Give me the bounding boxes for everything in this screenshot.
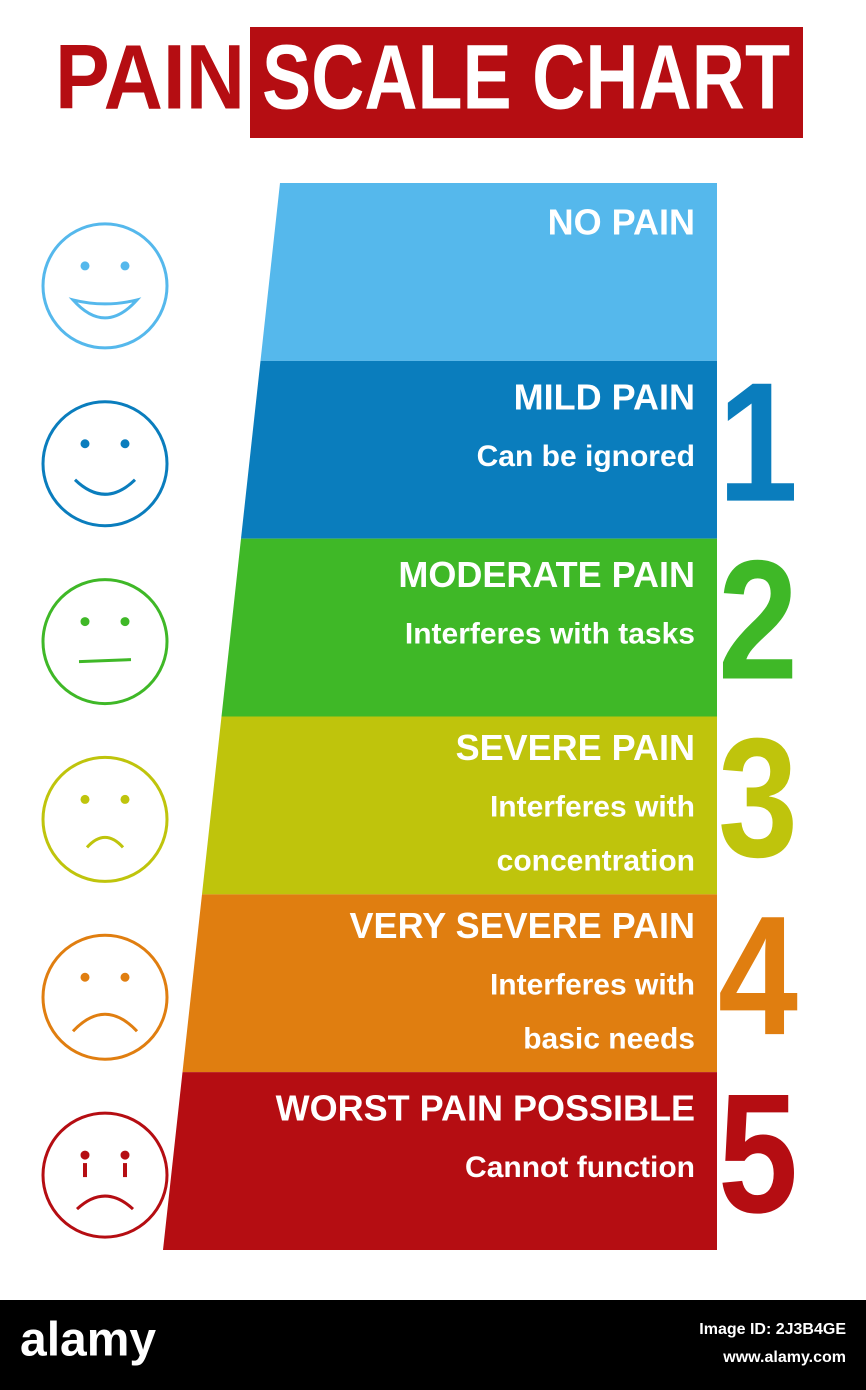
- face-outline: [41, 578, 169, 706]
- level-number: 2: [718, 525, 798, 715]
- face-eye: [80, 972, 90, 982]
- level-number: 4: [718, 881, 798, 1071]
- level-description: basic needs: [523, 1022, 695, 1055]
- level-description: Cannot function: [465, 1151, 695, 1184]
- level-label: NO PAIN: [548, 202, 695, 243]
- level-band: [241, 360, 717, 539]
- face-eye: [80, 1150, 90, 1160]
- face-mouth: [78, 658, 132, 664]
- level-description: concentration: [497, 844, 695, 877]
- level-label: WORST PAIN POSSIBLE: [276, 1088, 695, 1129]
- face-eye: [120, 617, 130, 627]
- level-label: MODERATE PAIN: [398, 554, 695, 595]
- face-outline: [41, 1111, 169, 1239]
- level-description: Interferes with tasks: [405, 618, 695, 651]
- face-eye: [120, 439, 130, 449]
- face-mouth: [73, 478, 137, 496]
- footer-image-id: Image ID: 2J3B4GE: [699, 1321, 846, 1338]
- face-outline: [41, 755, 169, 883]
- pain-levels: NO PAIN MILD PAIN Can be ignored 1 MODERATE …: [41, 183, 798, 1250]
- level-band: [221, 538, 717, 717]
- face-eye: [80, 617, 90, 627]
- title-box: [250, 27, 803, 138]
- face-icon: [41, 1111, 169, 1239]
- level-band: [182, 894, 717, 1073]
- face-eye: [80, 794, 90, 804]
- face-icon: [41, 400, 169, 528]
- level-label: MILD PAIN: [514, 376, 695, 417]
- face-mouth: [68, 297, 142, 320]
- face-eye: [120, 972, 130, 982]
- level-description: Interferes with: [490, 790, 695, 823]
- title-part2: SCALE CHART: [262, 26, 790, 128]
- face-icon: [41, 933, 169, 1061]
- face-icon: [41, 578, 169, 706]
- face-mouth: [71, 1012, 139, 1033]
- face-outline: [41, 933, 169, 1061]
- face-icon: [41, 755, 169, 883]
- face-icon: [41, 222, 169, 350]
- level-band: [202, 716, 717, 895]
- level-number: 1: [718, 348, 798, 538]
- face-outline: [41, 222, 169, 350]
- face-mouth: [75, 1194, 135, 1211]
- face-mouth: [85, 835, 125, 849]
- face-eye: [120, 261, 130, 271]
- level-label: SEVERE PAIN: [456, 727, 695, 768]
- level-band: [163, 1072, 717, 1250]
- face-eye: [80, 261, 90, 271]
- face-outline: [41, 400, 169, 528]
- face-eye: [120, 1150, 130, 1160]
- level-number: 5: [718, 1059, 798, 1249]
- level-number: 3: [718, 703, 798, 893]
- level-description: Can be ignored: [477, 440, 695, 473]
- footer-url: www.alamy.com: [722, 1349, 846, 1366]
- footer-brand: alamy: [20, 1314, 156, 1367]
- face-eye: [120, 794, 130, 804]
- face-eye: [80, 439, 90, 449]
- title-part1: PAIN: [55, 26, 245, 128]
- level-band: [260, 183, 717, 361]
- level-description: Interferes with: [490, 968, 695, 1001]
- level-label: VERY SEVERE PAIN: [350, 905, 695, 946]
- footer-bar: [0, 1300, 866, 1390]
